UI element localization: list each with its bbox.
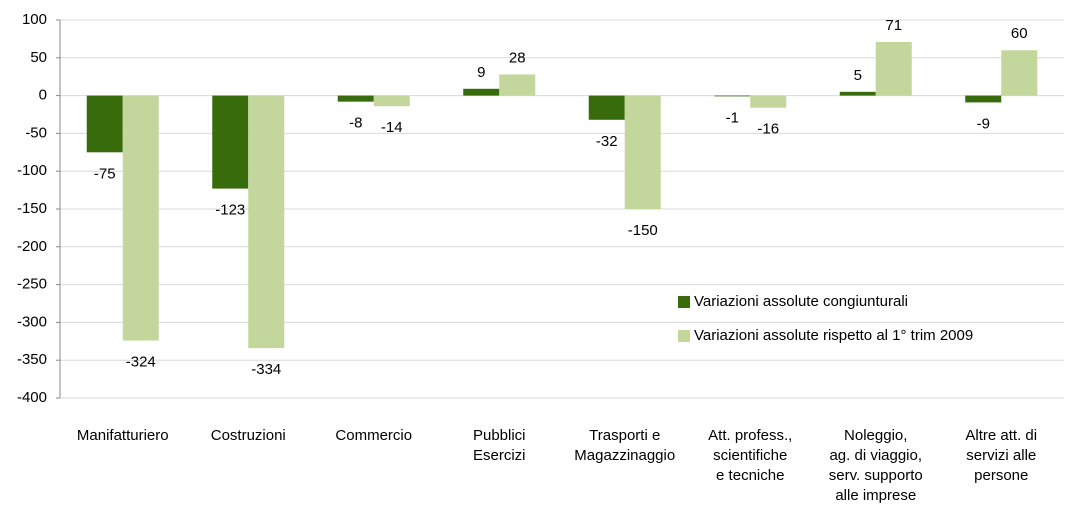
x-tick-label: Commercio xyxy=(335,427,412,444)
x-tick-label-line: Magazzinaggio xyxy=(574,447,675,464)
y-tick-label: -300 xyxy=(17,313,47,330)
x-tick-label-line: alle imprese xyxy=(835,487,916,504)
data-label: -8 xyxy=(349,115,362,132)
bar xyxy=(1001,50,1038,96)
x-tick-label-line: Altre att. di xyxy=(965,427,1037,444)
data-label: 9 xyxy=(477,64,485,81)
bar xyxy=(337,95,374,102)
x-tick-label: Manifatturiero xyxy=(77,427,169,444)
data-label: -334 xyxy=(251,361,281,378)
y-tick-label: -250 xyxy=(17,276,47,293)
legend-label: Variazioni assolute congiunturali xyxy=(694,293,908,310)
y-tick-label: 50 xyxy=(30,49,47,66)
bar xyxy=(839,91,876,96)
x-tick-label-line: servizi alle xyxy=(966,447,1036,464)
y-tick-label: -350 xyxy=(17,351,47,368)
x-tick-label-line: scientifiche xyxy=(713,447,787,464)
bar xyxy=(212,95,249,189)
data-label: 71 xyxy=(885,17,902,34)
x-tick-label: Costruzioni xyxy=(211,427,286,444)
bar xyxy=(750,95,787,108)
legend-label: Variazioni assolute rispetto al 1° trim … xyxy=(694,327,973,344)
bar xyxy=(624,95,661,209)
bar xyxy=(965,95,1002,103)
x-tick-label: Trasporti e Magazzinaggio xyxy=(574,427,675,464)
legend-swatch xyxy=(678,330,690,342)
x-tick-label: Altre att. di servizi alle persone xyxy=(965,427,1037,484)
x-tick-label-line: Trasporti e xyxy=(589,427,660,444)
y-tick-label: 100 xyxy=(22,11,47,28)
x-tick-label-line: Esercizi xyxy=(473,447,526,464)
y-tick-label: 0 xyxy=(39,87,47,104)
bar xyxy=(714,95,751,97)
bar xyxy=(499,74,536,96)
y-tick-label: -50 xyxy=(25,124,47,141)
x-tick-label-line: Att. profess., xyxy=(708,427,792,444)
x-tick-label-line: Manifatturiero xyxy=(77,427,169,444)
data-label: -123 xyxy=(215,202,245,219)
bar xyxy=(875,41,912,96)
x-tick-label: Att. profess., scientifiche e tecniche xyxy=(708,427,792,484)
legend-swatch xyxy=(678,296,690,308)
bar xyxy=(86,95,123,153)
x-tick-label-line: Commercio xyxy=(335,427,412,444)
x-tick-label: Noleggio, ag. di viaggio, serv. supporto al… xyxy=(829,427,923,504)
y-tick-label: -100 xyxy=(17,162,47,179)
bar xyxy=(588,95,625,120)
x-tick-label-line: persone xyxy=(974,467,1028,484)
x-tick-label-line: ag. di viaggio, xyxy=(829,447,922,464)
data-label: -150 xyxy=(628,222,658,239)
x-tick-label-line: serv. supporto xyxy=(829,467,923,484)
data-label: -16 xyxy=(757,121,779,138)
x-tick-label: Pubblici Esercizi xyxy=(473,427,526,464)
y-tick-label: -150 xyxy=(17,200,47,217)
bar xyxy=(463,88,500,96)
bar xyxy=(373,95,410,107)
data-label: -32 xyxy=(596,133,618,150)
bar xyxy=(248,95,285,349)
data-label: -324 xyxy=(126,354,156,371)
data-label: 60 xyxy=(1011,25,1028,42)
x-tick-label-line: Pubblici xyxy=(473,427,526,444)
x-tick-label-line: Costruzioni xyxy=(211,427,286,444)
bar xyxy=(122,95,159,341)
data-label: -75 xyxy=(94,165,116,182)
y-tick-label: -200 xyxy=(17,238,47,255)
data-label: 28 xyxy=(509,49,526,66)
x-tick-label-line: e tecniche xyxy=(716,467,784,484)
x-tick-label-line: Noleggio, xyxy=(844,427,907,444)
data-label: -9 xyxy=(977,115,990,132)
y-tick-label: -400 xyxy=(17,389,47,406)
data-label: -14 xyxy=(381,119,403,136)
data-label: -1 xyxy=(726,109,739,126)
data-label: 5 xyxy=(854,67,862,84)
